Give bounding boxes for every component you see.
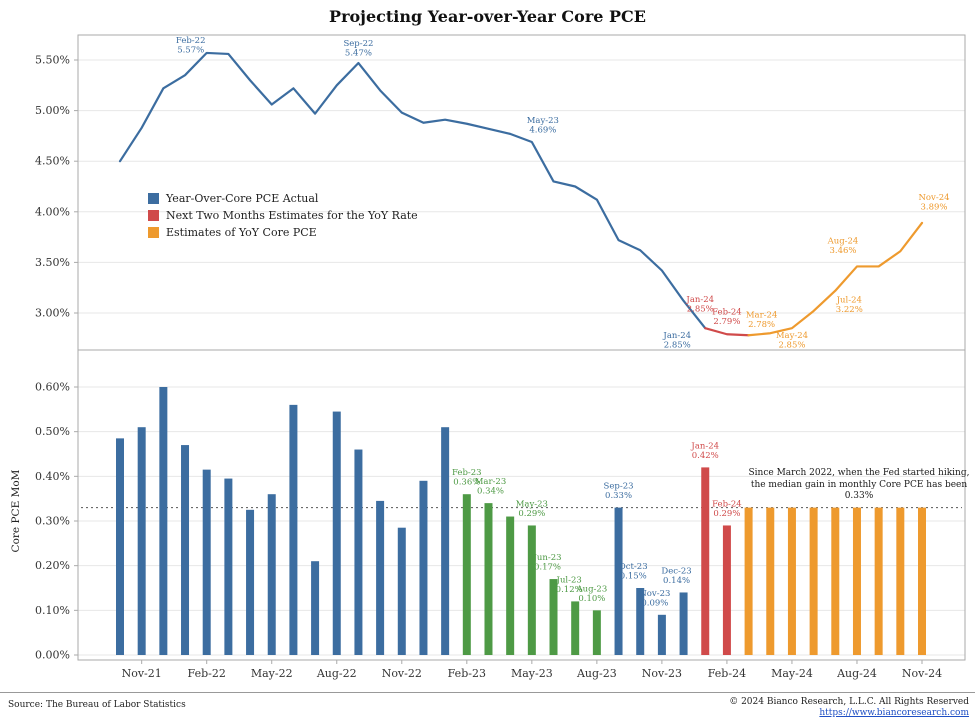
svg-text:Aug-24: Aug-24	[827, 236, 859, 246]
svg-text:0.50%: 0.50%	[35, 425, 70, 438]
legend-swatch-next-two-months-icon	[148, 210, 159, 221]
svg-text:5.00%: 5.00%	[35, 104, 70, 117]
svg-text:0.42%: 0.42%	[692, 451, 719, 461]
svg-text:0.14%: 0.14%	[663, 576, 690, 586]
svg-text:May-22: May-22	[251, 667, 293, 680]
svg-text:Nov-23: Nov-23	[639, 589, 670, 599]
legend-item-actual: Year-Over-Core PCE Actual	[148, 190, 418, 207]
svg-text:3.22%: 3.22%	[836, 305, 863, 315]
svg-text:2.85%: 2.85%	[664, 341, 691, 351]
svg-text:Mar-24: Mar-24	[746, 310, 778, 320]
svg-text:0.17%: 0.17%	[534, 563, 561, 573]
svg-text:Feb-22: Feb-22	[188, 667, 226, 680]
website-link[interactable]: https://www.biancoresearch.com	[819, 708, 969, 718]
svg-text:Nov-24: Nov-24	[902, 667, 942, 680]
svg-text:Jan-24: Jan-24	[685, 295, 714, 305]
svg-text:Feb-23: Feb-23	[448, 667, 486, 680]
legend-item-estimates: Estimates of YoY Core PCE	[148, 224, 418, 241]
svg-text:Jul-23: Jul-23	[556, 575, 582, 585]
svg-text:2.78%: 2.78%	[748, 320, 775, 330]
svg-text:Aug-23: Aug-23	[576, 667, 617, 680]
svg-text:May-23: May-23	[511, 667, 553, 680]
median-note: Since March 2022, when the Fed started h…	[748, 468, 970, 502]
svg-text:0.60%: 0.60%	[35, 381, 70, 394]
svg-text:3.46%: 3.46%	[829, 246, 856, 256]
legend-label-actual: Year-Over-Core PCE Actual	[166, 192, 319, 205]
svg-text:0.36%: 0.36%	[453, 478, 480, 488]
svg-text:Feb-24: Feb-24	[712, 307, 742, 317]
legend-label-next-two-months: Next Two Months Estimates for the YoY Ra…	[166, 209, 418, 222]
svg-text:0.12%: 0.12%	[556, 585, 583, 595]
svg-text:0.29%: 0.29%	[518, 509, 545, 519]
svg-text:Nov-21: Nov-21	[122, 667, 162, 680]
svg-text:Jan-24: Jan-24	[690, 441, 719, 451]
svg-text:Mar-23: Mar-23	[475, 477, 507, 487]
svg-text:5.57%: 5.57%	[177, 45, 204, 55]
svg-text:May-23: May-23	[527, 116, 559, 126]
legend-label-estimates: Estimates of YoY Core PCE	[166, 226, 317, 239]
svg-text:Oct-23: Oct-23	[619, 562, 648, 572]
svg-text:0.10%: 0.10%	[35, 604, 70, 617]
svg-text:4.00%: 4.00%	[35, 205, 70, 218]
svg-text:Dec-23: Dec-23	[661, 566, 691, 576]
svg-text:Nov-22: Nov-22	[382, 667, 422, 680]
svg-text:3.50%: 3.50%	[35, 256, 70, 269]
svg-text:0.29%: 0.29%	[713, 509, 740, 519]
source-note: Source: The Bureau of Labor Statistics	[8, 700, 186, 710]
svg-text:0.20%: 0.20%	[35, 559, 70, 572]
svg-text:4.50%: 4.50%	[35, 155, 70, 168]
svg-text:Nov-23: Nov-23	[642, 667, 682, 680]
legend-swatch-estimates-icon	[148, 227, 159, 238]
svg-text:May-23: May-23	[516, 499, 548, 509]
svg-text:0.09%: 0.09%	[641, 598, 668, 608]
svg-text:2.79%: 2.79%	[713, 317, 740, 327]
svg-text:2.85%: 2.85%	[778, 341, 805, 351]
svg-text:0.33%: 0.33%	[605, 491, 632, 501]
svg-text:Jul-24: Jul-24	[836, 296, 862, 306]
svg-text:Aug-23: Aug-23	[575, 584, 607, 594]
svg-text:Feb-24: Feb-24	[708, 667, 746, 680]
legend-swatch-actual-icon	[148, 193, 159, 204]
copyright-text: © 2024 Bianco Research, L.L.C. All Right…	[729, 697, 969, 707]
svg-text:May-24: May-24	[771, 667, 813, 680]
svg-text:0.00%: 0.00%	[35, 649, 70, 662]
svg-text:0.15%: 0.15%	[620, 572, 647, 582]
bottom-y-axis-label: Core PCE MoM	[10, 469, 22, 553]
svg-text:Nov-24: Nov-24	[918, 193, 949, 203]
svg-text:Sep-22: Sep-22	[343, 39, 373, 49]
svg-text:0.34%: 0.34%	[477, 487, 504, 497]
svg-text:5.50%: 5.50%	[35, 54, 70, 67]
svg-text:May-24: May-24	[776, 331, 808, 341]
footer-divider	[0, 692, 975, 693]
svg-text:Feb-22: Feb-22	[176, 36, 206, 46]
svg-text:2.85%: 2.85%	[687, 305, 714, 315]
svg-text:3.00%: 3.00%	[35, 307, 70, 320]
svg-text:Feb-24: Feb-24	[712, 499, 742, 509]
footer-right: © 2024 Bianco Research, L.L.C. All Right…	[729, 697, 969, 718]
svg-text:Jun-23: Jun-23	[532, 553, 561, 563]
svg-text:5.47%: 5.47%	[345, 49, 372, 59]
legend-item-next-two-months: Next Two Months Estimates for the YoY Ra…	[148, 207, 418, 224]
svg-text:0.40%: 0.40%	[35, 470, 70, 483]
svg-text:Feb-23: Feb-23	[452, 468, 482, 478]
svg-text:Sep-23: Sep-23	[604, 482, 634, 492]
svg-text:4.69%: 4.69%	[529, 125, 556, 135]
chart-title: Projecting Year-over-Year Core PCE	[329, 7, 646, 26]
svg-text:3.89%: 3.89%	[920, 202, 947, 212]
svg-text:0.10%: 0.10%	[578, 594, 605, 604]
chart-legend: Year-Over-Core PCE Actual Next Two Month…	[148, 190, 418, 241]
svg-text:Aug-22: Aug-22	[316, 667, 357, 680]
svg-text:Jan-24: Jan-24	[662, 331, 691, 341]
svg-text:Aug-24: Aug-24	[836, 667, 877, 680]
svg-text:0.30%: 0.30%	[35, 515, 70, 528]
